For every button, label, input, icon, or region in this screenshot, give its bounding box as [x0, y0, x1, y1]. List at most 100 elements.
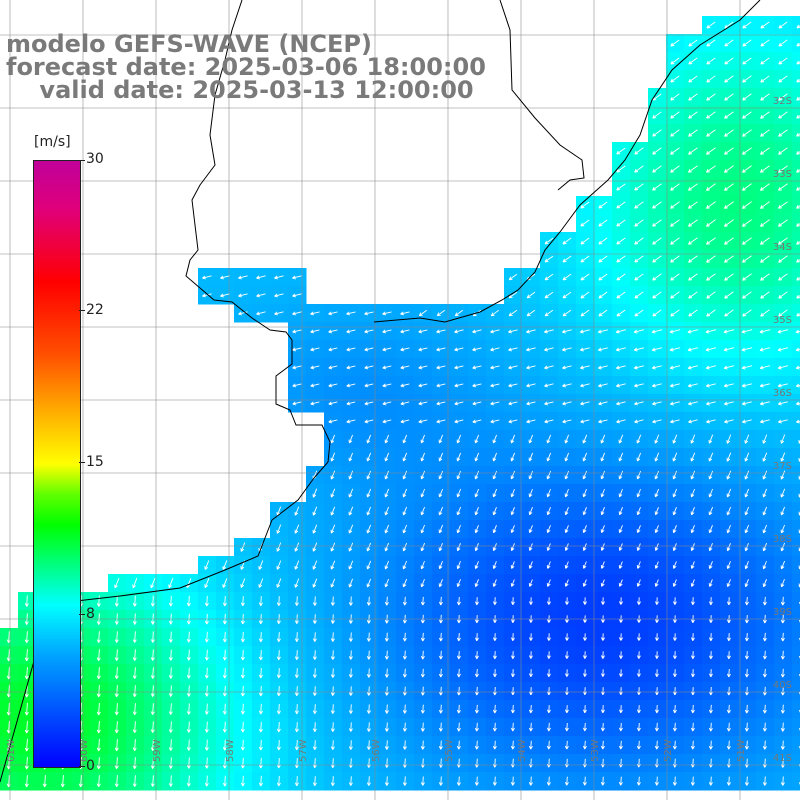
- wind-arrow: [238, 275, 248, 280]
- wind-arrow: [672, 488, 678, 498]
- wind-arrow: [384, 560, 390, 570]
- wind-arrow: [708, 579, 713, 587]
- wind-arrow: [420, 434, 426, 444]
- wind-arrow: [294, 542, 300, 552]
- wind-arrow: [222, 703, 227, 715]
- wind-arrow: [780, 740, 785, 750]
- wind-arrow: [330, 776, 335, 787]
- wind-arrow: [276, 578, 282, 588]
- longitude-label: 60W: [79, 739, 90, 762]
- wind-arrow: [706, 401, 716, 406]
- wind-arrow: [744, 452, 750, 462]
- wind-arrow: [330, 452, 336, 462]
- wind-arrow: [778, 273, 788, 281]
- wind-arrow: [310, 311, 320, 316]
- wind-arrow: [708, 543, 713, 552]
- wind-arrow: [544, 237, 554, 245]
- wind-arrow: [330, 686, 335, 696]
- wind-arrow: [472, 329, 482, 334]
- wind-arrow: [438, 596, 443, 606]
- colorbar-tick-30: 30: [86, 151, 104, 167]
- wind-arrow: [348, 596, 353, 606]
- wind-arrow: [780, 542, 786, 552]
- wind-arrow: [474, 506, 479, 516]
- wind-arrow: [654, 488, 660, 498]
- wind-arrow: [760, 111, 770, 119]
- wind-arrow: [708, 561, 713, 570]
- wind-arrow: [114, 703, 119, 716]
- wind-arrow: [762, 596, 767, 606]
- wind-arrow: [724, 309, 734, 317]
- wind-arrow: [454, 329, 464, 334]
- wind-arrow: [96, 684, 101, 698]
- wind-arrow: [96, 720, 101, 734]
- wind-arrow: [510, 525, 515, 534]
- wind-arrow: [708, 740, 713, 750]
- wind-speed-cell: [792, 214, 800, 233]
- wind-arrow: [328, 383, 338, 388]
- wind-arrow: [510, 776, 515, 786]
- wind-arrow: [258, 667, 263, 679]
- wind-speed-cell: [792, 700, 800, 719]
- wind-speed-cell: [792, 484, 800, 503]
- wind-arrow: [328, 329, 338, 334]
- wind-arrow: [402, 470, 408, 480]
- wind-arrow: [420, 740, 425, 750]
- wind-arrow: [292, 275, 302, 280]
- wind-arrow: [705, 201, 716, 209]
- wind-arrow: [186, 667, 191, 679]
- wind-arrow: [687, 383, 698, 388]
- wind-speed-cell: [792, 34, 800, 53]
- wind-arrow: [168, 685, 173, 697]
- wind-arrow: [258, 596, 263, 607]
- wind-arrow: [618, 705, 623, 714]
- wind-arrow: [276, 668, 281, 679]
- latitude-label: 37S: [773, 461, 792, 472]
- wind-arrow: [436, 401, 446, 406]
- wind-arrow: [634, 309, 644, 317]
- wind-arrow: [762, 704, 767, 714]
- wind-arrow: [600, 434, 606, 444]
- wind-arrow: [618, 776, 623, 786]
- wind-arrow: [618, 543, 623, 551]
- wind-arrow: [528, 597, 533, 605]
- wind-arrow: [312, 560, 318, 570]
- wind-arrow: [742, 309, 752, 317]
- wind-arrow: [312, 722, 317, 733]
- latitude-label: 38S: [773, 534, 792, 545]
- wind-arrow: [744, 434, 750, 444]
- wind-arrow: [402, 560, 408, 570]
- wind-arrow: [562, 273, 572, 281]
- wind-arrow: [652, 273, 662, 281]
- wind-arrow: [616, 383, 626, 388]
- wind-arrow: [652, 111, 662, 119]
- wind-arrow: [762, 740, 767, 750]
- wind-arrow: [705, 347, 717, 352]
- wind-arrow: [366, 578, 372, 588]
- wind-arrow: [510, 561, 515, 569]
- wind-arrow: [240, 542, 246, 552]
- title-forecast-date: forecast date: 2025-03-06 18:00:00: [6, 53, 486, 81]
- wind-arrow: [186, 757, 191, 769]
- wind-arrow: [60, 775, 65, 788]
- wind-arrow: [726, 506, 732, 516]
- wind-arrow: [492, 740, 497, 750]
- wind-arrow: [724, 111, 734, 119]
- wind-arrow: [688, 147, 698, 155]
- wind-arrow: [654, 543, 659, 551]
- wind-arrow: [580, 291, 590, 299]
- wind-arrow: [741, 165, 752, 173]
- wind-arrow: [348, 632, 353, 642]
- wind-arrow: [546, 740, 551, 750]
- wind-speed-cell: [792, 358, 800, 377]
- wind-speed-cell: [792, 412, 800, 431]
- wind-arrow: [634, 165, 644, 173]
- wind-arrow: [618, 434, 624, 444]
- wind-arrow: [168, 721, 173, 733]
- wind-arrow: [672, 704, 677, 714]
- wind-arrow: [474, 722, 479, 732]
- wind-arrow: [312, 632, 317, 642]
- wind-arrow: [348, 506, 354, 516]
- wind-arrow: [690, 488, 696, 498]
